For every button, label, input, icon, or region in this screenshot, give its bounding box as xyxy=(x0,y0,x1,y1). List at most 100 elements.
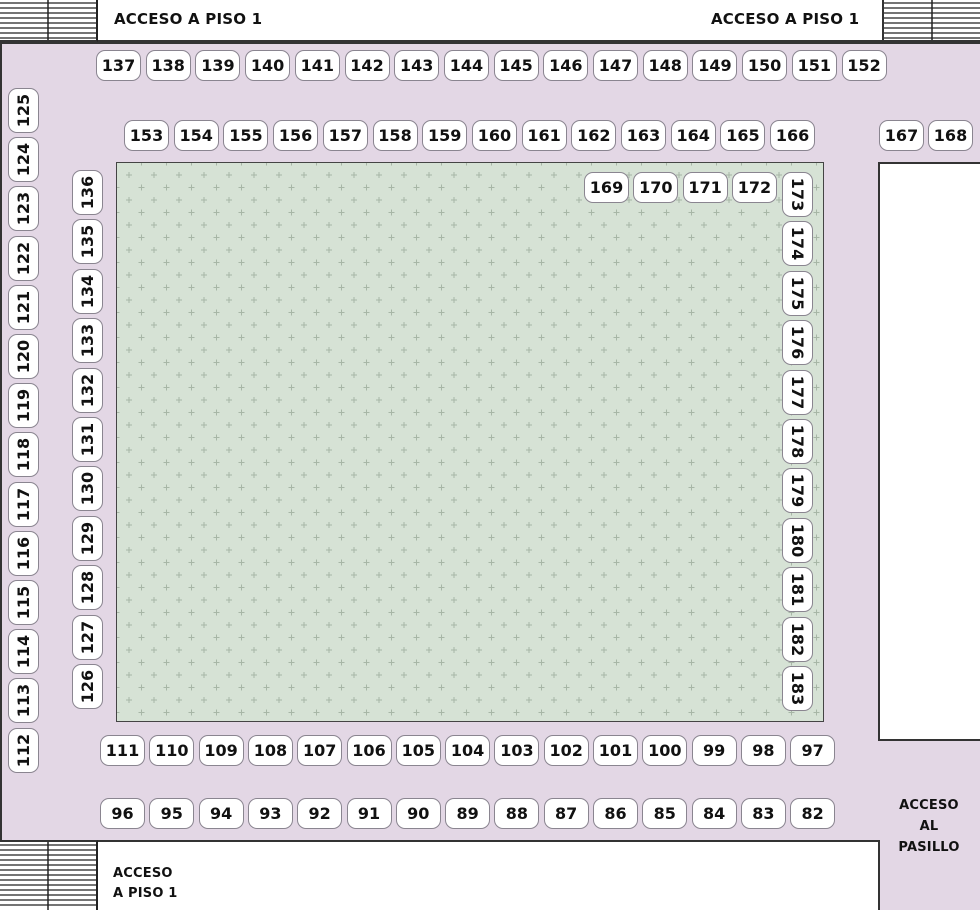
stand-102[interactable]: 102 xyxy=(543,735,589,766)
stand-98[interactable]: 98 xyxy=(740,735,786,766)
stand-140[interactable]: 140 xyxy=(245,50,291,81)
stand-144[interactable]: 144 xyxy=(443,50,489,81)
stand-124[interactable]: 124 xyxy=(8,137,39,183)
stand-91[interactable]: 91 xyxy=(346,798,392,829)
stand-104[interactable]: 104 xyxy=(445,735,491,766)
stand-115[interactable]: 115 xyxy=(8,580,39,625)
stand-109[interactable]: 109 xyxy=(198,735,244,766)
stand-122[interactable]: 122 xyxy=(8,235,39,281)
stand-94[interactable]: 94 xyxy=(198,798,244,829)
stand-180[interactable]: 180 xyxy=(782,517,813,563)
stand-158[interactable]: 158 xyxy=(372,120,418,151)
stand-134[interactable]: 134 xyxy=(72,268,103,314)
stand-92[interactable]: 92 xyxy=(297,798,343,829)
stand-162[interactable]: 162 xyxy=(571,120,617,151)
stand-114[interactable]: 114 xyxy=(8,629,39,675)
stand-135[interactable]: 135 xyxy=(72,219,103,265)
stand-86[interactable]: 86 xyxy=(593,798,638,829)
stand-148[interactable]: 148 xyxy=(642,50,688,81)
stand-159[interactable]: 159 xyxy=(422,120,468,151)
stand-131[interactable]: 131 xyxy=(72,417,103,462)
stand-151[interactable]: 151 xyxy=(791,50,837,81)
stand-97[interactable]: 97 xyxy=(790,735,836,766)
stand-154[interactable]: 154 xyxy=(173,120,219,151)
stand-167[interactable]: 167 xyxy=(879,120,924,151)
stand-152[interactable]: 152 xyxy=(841,50,887,81)
stand-157[interactable]: 157 xyxy=(322,120,368,151)
stand-106[interactable]: 106 xyxy=(346,735,392,766)
stand-179[interactable]: 179 xyxy=(782,468,813,514)
stand-108[interactable]: 108 xyxy=(247,735,293,766)
stand-125[interactable]: 125 xyxy=(8,88,39,133)
stand-183[interactable]: 183 xyxy=(782,666,813,711)
stand-123[interactable]: 123 xyxy=(8,186,39,232)
stand-121[interactable]: 121 xyxy=(8,284,39,330)
stand-160[interactable]: 160 xyxy=(471,120,517,151)
stand-164[interactable]: 164 xyxy=(670,120,716,151)
stand-112[interactable]: 112 xyxy=(8,727,39,773)
stand-155[interactable]: 155 xyxy=(223,120,269,151)
stand-137[interactable]: 137 xyxy=(96,50,141,81)
stand-171[interactable]: 171 xyxy=(682,172,728,203)
stand-130[interactable]: 130 xyxy=(72,466,103,512)
stand-119[interactable]: 119 xyxy=(8,383,39,429)
stand-147[interactable]: 147 xyxy=(593,50,638,81)
stand-141[interactable]: 141 xyxy=(294,50,340,81)
stand-146[interactable]: 146 xyxy=(543,50,589,81)
stand-105[interactable]: 105 xyxy=(395,735,441,766)
stand-117[interactable]: 117 xyxy=(8,481,39,527)
stand-156[interactable]: 156 xyxy=(273,120,319,151)
stand-173[interactable]: 173 xyxy=(782,172,813,217)
stand-175[interactable]: 175 xyxy=(782,270,813,316)
stand-87[interactable]: 87 xyxy=(543,798,589,829)
stand-176[interactable]: 176 xyxy=(782,320,813,366)
stand-120[interactable]: 120 xyxy=(8,334,39,379)
stand-113[interactable]: 113 xyxy=(8,678,39,724)
stand-110[interactable]: 110 xyxy=(149,735,195,766)
stand-177[interactable]: 177 xyxy=(782,369,813,415)
stand-129[interactable]: 129 xyxy=(72,515,103,561)
stand-111[interactable]: 111 xyxy=(100,735,145,766)
stand-96[interactable]: 96 xyxy=(100,798,145,829)
stand-136[interactable]: 136 xyxy=(72,170,103,215)
stand-93[interactable]: 93 xyxy=(247,798,293,829)
stand-101[interactable]: 101 xyxy=(593,735,638,766)
stand-90[interactable]: 90 xyxy=(395,798,441,829)
stand-107[interactable]: 107 xyxy=(297,735,343,766)
stand-169[interactable]: 169 xyxy=(584,172,629,203)
stand-143[interactable]: 143 xyxy=(394,50,440,81)
stand-99[interactable]: 99 xyxy=(691,735,737,766)
stand-181[interactable]: 181 xyxy=(782,567,813,613)
stand-168[interactable]: 168 xyxy=(928,120,973,151)
stand-116[interactable]: 116 xyxy=(8,530,39,576)
stand-100[interactable]: 100 xyxy=(642,735,688,766)
stand-145[interactable]: 145 xyxy=(493,50,539,81)
stand-165[interactable]: 165 xyxy=(720,120,766,151)
stand-138[interactable]: 138 xyxy=(145,50,191,81)
stand-174[interactable]: 174 xyxy=(782,221,813,267)
stand-149[interactable]: 149 xyxy=(692,50,738,81)
stand-128[interactable]: 128 xyxy=(72,565,103,611)
stand-153[interactable]: 153 xyxy=(124,120,169,151)
stand-161[interactable]: 161 xyxy=(521,120,567,151)
stand-139[interactable]: 139 xyxy=(195,50,241,81)
stand-172[interactable]: 172 xyxy=(731,172,777,203)
stand-103[interactable]: 103 xyxy=(494,735,540,766)
stand-88[interactable]: 88 xyxy=(494,798,540,829)
stand-84[interactable]: 84 xyxy=(691,798,737,829)
stand-170[interactable]: 170 xyxy=(633,172,679,203)
stand-83[interactable]: 83 xyxy=(740,798,786,829)
stand-118[interactable]: 118 xyxy=(8,432,39,478)
stand-178[interactable]: 178 xyxy=(782,419,813,464)
stand-150[interactable]: 150 xyxy=(742,50,788,81)
stand-166[interactable]: 166 xyxy=(770,120,816,151)
stand-89[interactable]: 89 xyxy=(445,798,491,829)
stand-133[interactable]: 133 xyxy=(72,318,103,364)
stand-82[interactable]: 82 xyxy=(790,798,836,829)
stand-182[interactable]: 182 xyxy=(782,616,813,662)
stand-132[interactable]: 132 xyxy=(72,367,103,413)
stand-127[interactable]: 127 xyxy=(72,614,103,660)
stand-95[interactable]: 95 xyxy=(149,798,195,829)
stand-85[interactable]: 85 xyxy=(642,798,688,829)
stand-163[interactable]: 163 xyxy=(621,120,666,151)
